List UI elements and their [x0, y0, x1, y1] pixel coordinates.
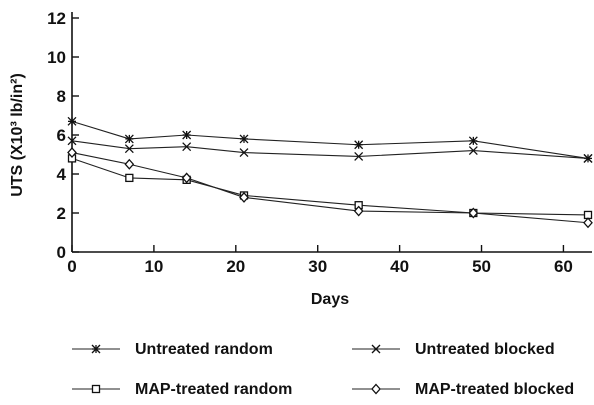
marker-square: [125, 173, 134, 183]
marker-stroke: [354, 151, 364, 161]
marker-diamond: [239, 191, 249, 203]
data-point: [181, 172, 192, 184]
series-line: [71, 157, 589, 216]
marker-stroke: [67, 136, 77, 146]
legend-label: Untreated blocked: [415, 341, 555, 358]
data-point: [468, 207, 479, 219]
marker-diamond: [371, 383, 381, 395]
marker-diamond: [583, 217, 593, 229]
data-point: [124, 144, 134, 154]
series-square: [67, 154, 593, 220]
data-point: [354, 140, 364, 150]
data-point: [354, 151, 364, 161]
x-tick-label: 60: [554, 257, 573, 276]
y-axis-label: UTS (X10³ lb/in²): [9, 73, 26, 197]
legend-item: MAP-treated blocked: [352, 381, 574, 398]
marker-stroke: [124, 144, 134, 154]
series-x: [67, 136, 593, 163]
data-point: [67, 147, 77, 159]
legend-marker: [371, 344, 381, 354]
y-tick-label: 12: [47, 9, 66, 28]
marker-stroke: [67, 116, 77, 126]
y-tick-label: 0: [57, 243, 66, 262]
data-point: [239, 191, 249, 203]
marker-stroke: [371, 344, 381, 354]
x-tick-label: 0: [67, 257, 76, 276]
legend-marker: [91, 384, 101, 394]
y-tick-label: 2: [57, 204, 66, 223]
x-axis-label: Days: [311, 291, 349, 308]
axes: 0 2 4 6 8 10 12 0 10 20 30 40 50 60 Days UTS (X10³ lb/i…: [9, 9, 592, 308]
series-line: [71, 152, 589, 224]
y-tick-label: 6: [57, 126, 66, 145]
legend-label: MAP-treated random: [135, 381, 292, 398]
x-tick-label: 30: [308, 257, 327, 276]
marker-stroke: [182, 142, 192, 152]
series-layer: [67, 116, 593, 229]
data-point: [239, 134, 249, 144]
marker-stroke: [182, 130, 192, 140]
marker-diamond: [181, 172, 192, 184]
data-point: [182, 130, 192, 140]
data-point: [124, 158, 135, 170]
marker-square: [91, 384, 101, 394]
legend-marker: [91, 344, 101, 354]
y-tick-label: 4: [57, 165, 67, 184]
legend-marker: [371, 383, 381, 395]
marker-diamond: [353, 205, 364, 217]
y-tick-label: 8: [57, 87, 66, 106]
legend-item: MAP-treated random: [72, 381, 292, 398]
data-point: [67, 136, 77, 146]
marker-diamond: [468, 207, 479, 219]
data-point: [124, 134, 134, 144]
marker-stroke: [91, 344, 101, 354]
data-point: [468, 136, 478, 146]
x-tick-label: 20: [226, 257, 245, 276]
legend-item: Untreated random: [72, 341, 273, 358]
x-tick-label: 40: [390, 257, 409, 276]
data-point: [583, 153, 593, 163]
marker-stroke: [583, 153, 593, 163]
x-tick-label: 50: [472, 257, 491, 276]
legend-label: Untreated random: [135, 341, 273, 358]
series-diamond: [67, 147, 593, 229]
data-point: [353, 205, 364, 217]
marker-stroke: [239, 148, 249, 158]
marker-diamond: [67, 147, 77, 159]
marker-stroke: [124, 134, 134, 144]
marker-stroke: [239, 134, 249, 144]
marker-stroke: [354, 140, 364, 150]
data-point: [468, 146, 478, 156]
data-point: [583, 217, 593, 229]
data-point: [125, 173, 134, 183]
data-point: [239, 148, 249, 158]
y-tick-label: 10: [47, 48, 66, 67]
legend-label: MAP-treated blocked: [415, 381, 574, 398]
x-tick-label: 10: [144, 257, 163, 276]
data-point: [182, 142, 192, 152]
data-point: [67, 116, 77, 126]
marker-stroke: [468, 146, 478, 156]
marker-stroke: [468, 136, 478, 146]
legend: Untreated random MAP-treated random Untrea…: [72, 341, 574, 398]
marker-diamond: [124, 158, 135, 170]
legend-item: Untreated blocked: [352, 341, 555, 358]
